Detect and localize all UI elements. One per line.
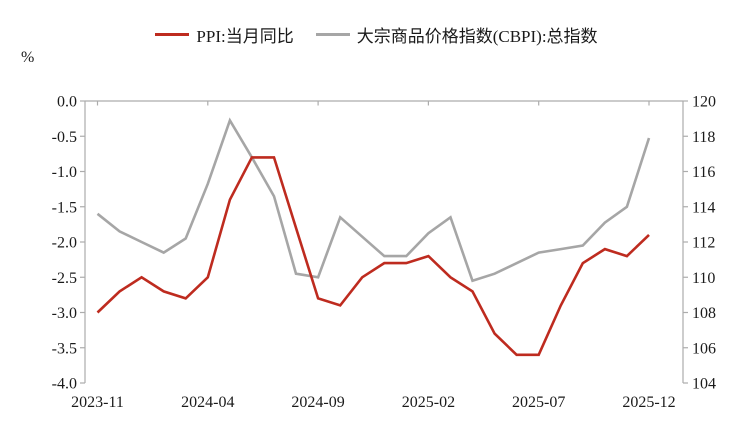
legend: PPI:当月同比 大宗商品价格指数(CBPI):总指数 <box>0 22 753 47</box>
x-axis-tick-label: 2023-11 <box>71 394 124 411</box>
left-axis-tick-label: -3.5 <box>52 340 77 357</box>
x-axis-tick-label: 2025-12 <box>622 394 675 411</box>
left-axis-tick-label: -2.5 <box>52 270 77 287</box>
ppi-line-swatch <box>155 33 190 36</box>
x-axis-tick-label: 2025-02 <box>402 394 455 411</box>
right-axis-tick-label: 104 <box>692 376 716 393</box>
right-axis-tick-label: 118 <box>692 129 715 146</box>
right-axis-tick-label: 116 <box>692 164 715 181</box>
left-axis-tick-label: -2.0 <box>52 235 77 252</box>
ppi-line <box>96 156 650 357</box>
left-axis-tick-label: -4.0 <box>52 376 77 393</box>
left-axis-tick-label: -0.5 <box>52 129 77 146</box>
right-axis-tick-label: 112 <box>692 235 715 252</box>
left-axis-tick-label: -3.0 <box>52 305 77 322</box>
cbpi-line <box>96 117 651 283</box>
left-axis-tick-label: 0.0 <box>57 94 77 111</box>
right-axis-tick-label: 110 <box>692 270 715 287</box>
right-axis-tick-label: 120 <box>692 94 716 111</box>
ppi-legend-label: PPI:当月同比 <box>196 27 294 46</box>
right-axis-tick-label: 114 <box>692 199 715 216</box>
left-axis-tick-label: -1.5 <box>52 199 77 216</box>
x-axis-tick-label: 2025-07 <box>512 394 565 411</box>
left-axis-unit-label: % <box>21 49 35 66</box>
x-axis-tick-label: 2024-04 <box>181 394 234 411</box>
right-axis-tick-label: 108 <box>692 305 716 322</box>
legend-item-cbpi: 大宗商品价格指数(CBPI):总指数 <box>315 22 598 47</box>
left-axis-tick-label: -1.0 <box>52 164 77 181</box>
right-axis-tick-label: 106 <box>692 340 716 357</box>
cbpi-line-swatch <box>315 33 350 36</box>
cbpi-legend-label: 大宗商品价格指数(CBPI):总指数 <box>356 27 598 46</box>
legend-item-ppi: PPI:当月同比 <box>155 22 294 47</box>
x-axis-tick-label: 2024-09 <box>291 394 344 411</box>
